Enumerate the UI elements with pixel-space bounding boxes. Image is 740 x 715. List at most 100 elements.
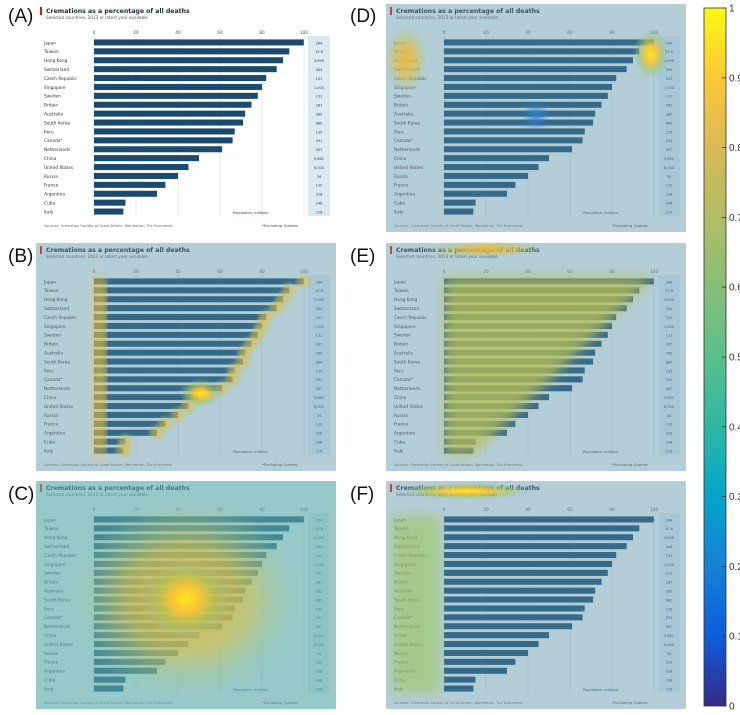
x-tick-label: 40 xyxy=(175,30,181,36)
population-value: 287 xyxy=(316,581,323,585)
chart-title: Cremations as a percentage of all deaths xyxy=(46,485,190,492)
footnote: *Excluding Quebec xyxy=(612,462,648,467)
bar xyxy=(444,146,573,153)
category-label: Italy xyxy=(394,209,404,215)
category-label: France xyxy=(44,660,59,666)
category-label: Netherlands xyxy=(44,624,71,630)
category-label: Singapore xyxy=(394,324,416,330)
bar xyxy=(94,199,126,206)
category-label: Britain xyxy=(394,342,408,348)
colorbar-tick-label: 0.3 xyxy=(729,492,740,503)
category-label: China xyxy=(394,156,407,162)
population-value: 101 xyxy=(316,554,323,558)
category-label: Canada* xyxy=(44,138,63,144)
population-value: 680 xyxy=(316,121,324,125)
bar xyxy=(94,296,283,303)
category-label: Peru xyxy=(44,129,54,135)
colorbar-tick-label: 0.4 xyxy=(729,422,740,433)
x-tick-label: 0 xyxy=(93,507,96,513)
population-value: 9,862 xyxy=(314,157,324,161)
x-tick-label: 40 xyxy=(525,507,531,513)
category-label: China xyxy=(44,395,57,401)
bar xyxy=(444,614,583,621)
heatmap-overlay xyxy=(386,241,686,471)
category-label: Netherlands xyxy=(394,147,421,153)
population-value: 287 xyxy=(666,581,673,585)
bar xyxy=(94,172,178,179)
population-value: 131 xyxy=(316,572,323,576)
bar xyxy=(444,48,640,55)
x-tick-label: 100 xyxy=(300,507,308,513)
bar xyxy=(94,39,304,46)
category-label: Italy xyxy=(44,448,54,454)
population-value: 291 xyxy=(666,378,673,382)
heatmap-overlay xyxy=(36,243,336,471)
population-value: 1,000 xyxy=(314,325,325,329)
population-value: 407 xyxy=(666,387,673,391)
heatmap-overlay xyxy=(386,481,686,709)
category-label: Argentina xyxy=(394,192,415,198)
category-label: Taiwan xyxy=(43,288,59,294)
panel-label: (D) xyxy=(350,6,376,27)
chart-subtitle: Selected countries, 2013 or latest year … xyxy=(46,492,148,497)
category-label: Peru xyxy=(44,368,54,374)
category-label: Italy xyxy=(44,209,54,215)
population-value: 1,000 xyxy=(664,563,675,567)
population-value: 6,000 xyxy=(314,405,325,409)
bar xyxy=(444,208,474,215)
population-value: 101 xyxy=(666,554,673,558)
bar xyxy=(444,641,539,648)
bar xyxy=(94,155,199,162)
population-value: 101 xyxy=(316,316,323,320)
category-label: France xyxy=(44,183,59,189)
category-label: Taiwan xyxy=(43,49,59,55)
category-label: Czech Republic xyxy=(394,315,427,321)
category-label: Canada* xyxy=(394,138,413,144)
category-label: Sweden xyxy=(44,333,61,339)
category-label: United States xyxy=(394,165,424,171)
category-label: Netherlands xyxy=(394,386,421,392)
bar xyxy=(444,83,612,90)
population-column xyxy=(308,275,330,455)
population-value: 407 xyxy=(666,625,673,629)
bar xyxy=(444,587,596,594)
population-value: 120 xyxy=(316,661,324,665)
category-label: Canada* xyxy=(394,377,413,383)
population-value: 264 xyxy=(666,41,674,45)
population-value: 34 xyxy=(667,414,672,418)
bar xyxy=(444,667,507,674)
category-label: Switzerland xyxy=(394,306,419,312)
population-value: 15.6 xyxy=(665,289,674,293)
population-value: 318 xyxy=(316,193,324,197)
bar xyxy=(444,110,596,117)
x-tick-label: 0 xyxy=(93,30,96,36)
footnote: *Excluding Quebec xyxy=(612,223,648,228)
category-label: Argentina xyxy=(394,431,415,437)
population-value: 291 xyxy=(316,139,323,143)
x-tick-label: 0 xyxy=(443,30,446,36)
population-header: Population, millions xyxy=(233,450,268,454)
x-tick-label: 60 xyxy=(217,30,223,36)
x-tick-label: 60 xyxy=(567,30,573,36)
bar xyxy=(94,376,233,383)
category-label: Hong Kong xyxy=(394,297,418,303)
population-value: 131 xyxy=(666,572,673,576)
category-label: South Korea xyxy=(394,120,420,126)
bar xyxy=(444,190,507,197)
bar xyxy=(444,172,528,179)
category-label: Argentina xyxy=(44,669,65,675)
category-label: France xyxy=(394,183,409,189)
x-tick-label: 60 xyxy=(567,269,573,275)
heatmap-hotspot xyxy=(179,379,223,407)
bar xyxy=(444,534,633,541)
population-value: 3,999 xyxy=(664,298,675,302)
population-value: 1,000 xyxy=(314,86,325,90)
population-value: 407 xyxy=(316,387,323,391)
category-label: Czech Republic xyxy=(44,315,77,321)
population-value: 34 xyxy=(317,175,322,179)
bar xyxy=(94,367,235,374)
x-tick-label: 80 xyxy=(259,507,265,513)
category-label: Hong Kong xyxy=(44,297,68,303)
chart-subtitle: Selected countries, 2013 or latest year … xyxy=(46,15,148,20)
bar xyxy=(444,543,627,550)
